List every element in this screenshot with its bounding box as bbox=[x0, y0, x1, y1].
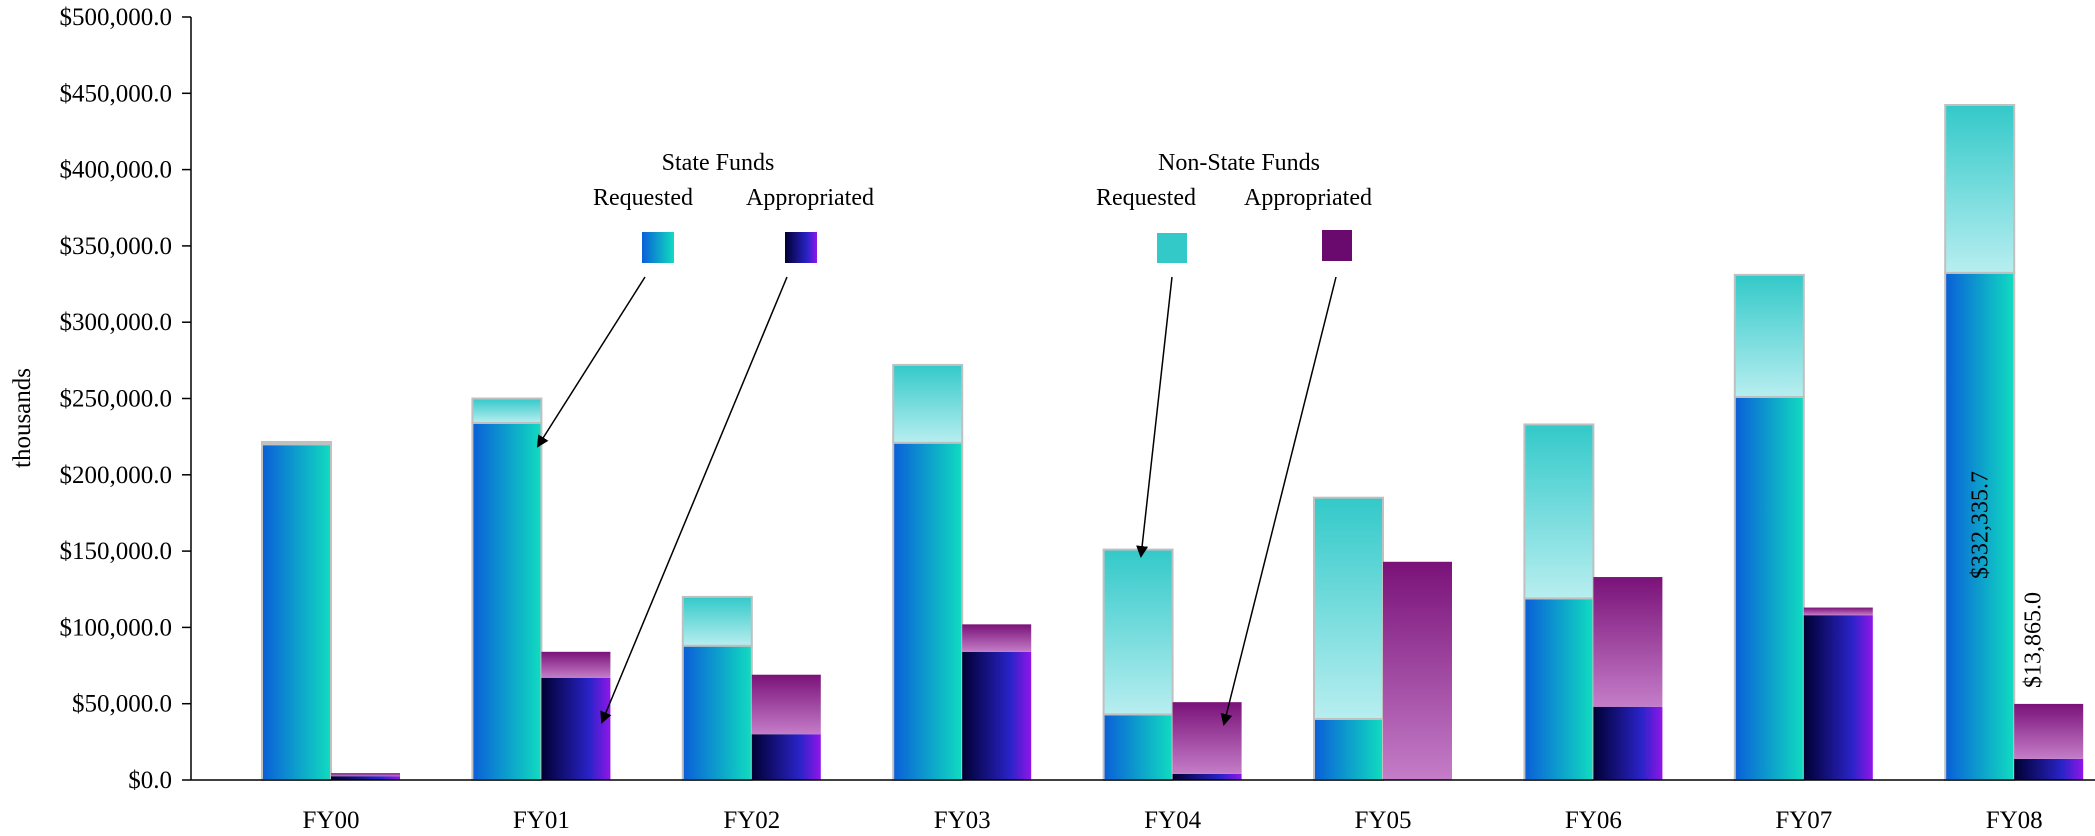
y-tick-label: $50,000.0 bbox=[72, 691, 172, 718]
bar-nonstate-appropriated bbox=[2014, 703, 2084, 759]
y-tick-label: $100,000.0 bbox=[60, 614, 173, 641]
bar-nonstate-requested bbox=[1102, 548, 1174, 716]
legend-group-title-nonstate: Non-State Funds bbox=[1158, 150, 1320, 176]
bar-state-appropriated bbox=[331, 776, 400, 780]
data-labels: $332,335.7 $13,865.0 bbox=[1968, 471, 2047, 688]
y-tick-label: $350,000.0 bbox=[60, 233, 173, 260]
x-tick-label: FY05 bbox=[1355, 807, 1412, 834]
x-tick-label: FY07 bbox=[1775, 807, 1832, 834]
bar-state-appropriated bbox=[541, 677, 611, 780]
bar-nonstate-requested bbox=[471, 397, 543, 424]
bar-nonstate-appropriated bbox=[1172, 702, 1242, 774]
bar-nonstate-requested bbox=[892, 363, 964, 444]
legend-group-title-state: State Funds bbox=[662, 150, 775, 176]
bar-nonstate-appropriated bbox=[962, 624, 1032, 652]
arrow-nonstate-requested bbox=[1136, 276, 1173, 558]
y-axis-title: thousands bbox=[9, 368, 36, 468]
bar-state-requested bbox=[892, 441, 964, 781]
bar-nonstate-requested bbox=[1944, 103, 2016, 274]
bar-nonstate-appropriated bbox=[331, 773, 400, 777]
data-label: $332,335.7 bbox=[1968, 471, 1994, 579]
bar-state-requested bbox=[1313, 717, 1384, 782]
bar-state-appropriated bbox=[1593, 706, 1663, 780]
bar-nonstate-requested bbox=[261, 440, 332, 446]
x-tick-label: FY02 bbox=[723, 807, 780, 834]
bar-nonstate-requested bbox=[1523, 423, 1595, 600]
bar-state-appropriated bbox=[962, 651, 1032, 780]
bar-state-requested bbox=[681, 644, 753, 781]
bar-state-requested bbox=[1523, 597, 1595, 781]
y-tick-label: $150,000.0 bbox=[60, 538, 173, 565]
x-tick-label: FY03 bbox=[934, 807, 991, 834]
x-tick-label: FY08 bbox=[1986, 807, 2043, 834]
x-tick-label: FY01 bbox=[513, 807, 570, 834]
y-tick-label: $250,000.0 bbox=[60, 386, 173, 413]
legend-label-state-requested: Requested bbox=[593, 185, 693, 211]
bar-nonstate-requested bbox=[681, 595, 753, 647]
bar-nonstate-appropriated bbox=[541, 651, 611, 678]
bar-state-appropriated bbox=[751, 734, 821, 780]
y-tick-label: $400,000.0 bbox=[60, 157, 173, 184]
bar-state-requested bbox=[1733, 395, 1805, 781]
legend-label-nonstate-appropriated: Appropriated bbox=[1244, 185, 1372, 211]
legend-swatch-nonstate-appropriated bbox=[1322, 230, 1352, 261]
legend: State Funds Requested Appropriated Non-S… bbox=[536, 150, 1372, 726]
bar-state-appropriated bbox=[2014, 758, 2084, 780]
x-tick-label: FY06 bbox=[1565, 807, 1622, 834]
y-tick-label: $300,000.0 bbox=[60, 309, 173, 336]
arrow-state-appropriated bbox=[600, 276, 788, 724]
bar-nonstate-appropriated bbox=[1803, 607, 1873, 616]
bar-state-requested bbox=[1102, 713, 1174, 782]
legend-swatch-state-requested bbox=[642, 232, 674, 263]
x-tick-label: FY00 bbox=[303, 807, 360, 834]
y-tick-label: $0.0 bbox=[128, 767, 172, 794]
y-tick-label: $500,000.0 bbox=[60, 4, 173, 31]
legend-label-state-appropriated: Appropriated bbox=[746, 185, 874, 211]
bar-nonstate-appropriated bbox=[1383, 561, 1452, 780]
y-axis: $0.0 $50,000.0 $100,000.0 $150,000.0 $200,00… bbox=[60, 4, 192, 794]
legend-swatch-nonstate-requested bbox=[1157, 233, 1187, 263]
data-label: $13,865.0 bbox=[2021, 592, 2047, 688]
bar-state-requested bbox=[471, 421, 543, 781]
bar-state-appropriated bbox=[1172, 773, 1242, 780]
arrow-nonstate-appropriated bbox=[1220, 276, 1337, 726]
legend-swatch-state-appropriated bbox=[785, 232, 817, 263]
bar-nonstate-requested bbox=[1733, 273, 1805, 398]
y-tick-label: $450,000.0 bbox=[60, 80, 173, 107]
y-tick-label: $200,000.0 bbox=[60, 462, 173, 489]
x-axis: FY00 FY01 FY02 FY03 FY04 FY05 FY06 FY07 FY08 bbox=[191, 779, 2095, 834]
legend-label-nonstate-requested: Requested bbox=[1096, 185, 1196, 211]
bar-nonstate-appropriated bbox=[751, 674, 821, 735]
x-tick-label: FY04 bbox=[1144, 807, 1201, 834]
bar-state-requested bbox=[261, 443, 332, 781]
bar-state-requested bbox=[1944, 271, 2016, 781]
bar-nonstate-appropriated bbox=[1593, 577, 1663, 707]
bar-nonstate-requested bbox=[1313, 496, 1384, 720]
arrow-state-requested bbox=[536, 276, 646, 448]
bar-state-appropriated bbox=[1803, 615, 1873, 780]
